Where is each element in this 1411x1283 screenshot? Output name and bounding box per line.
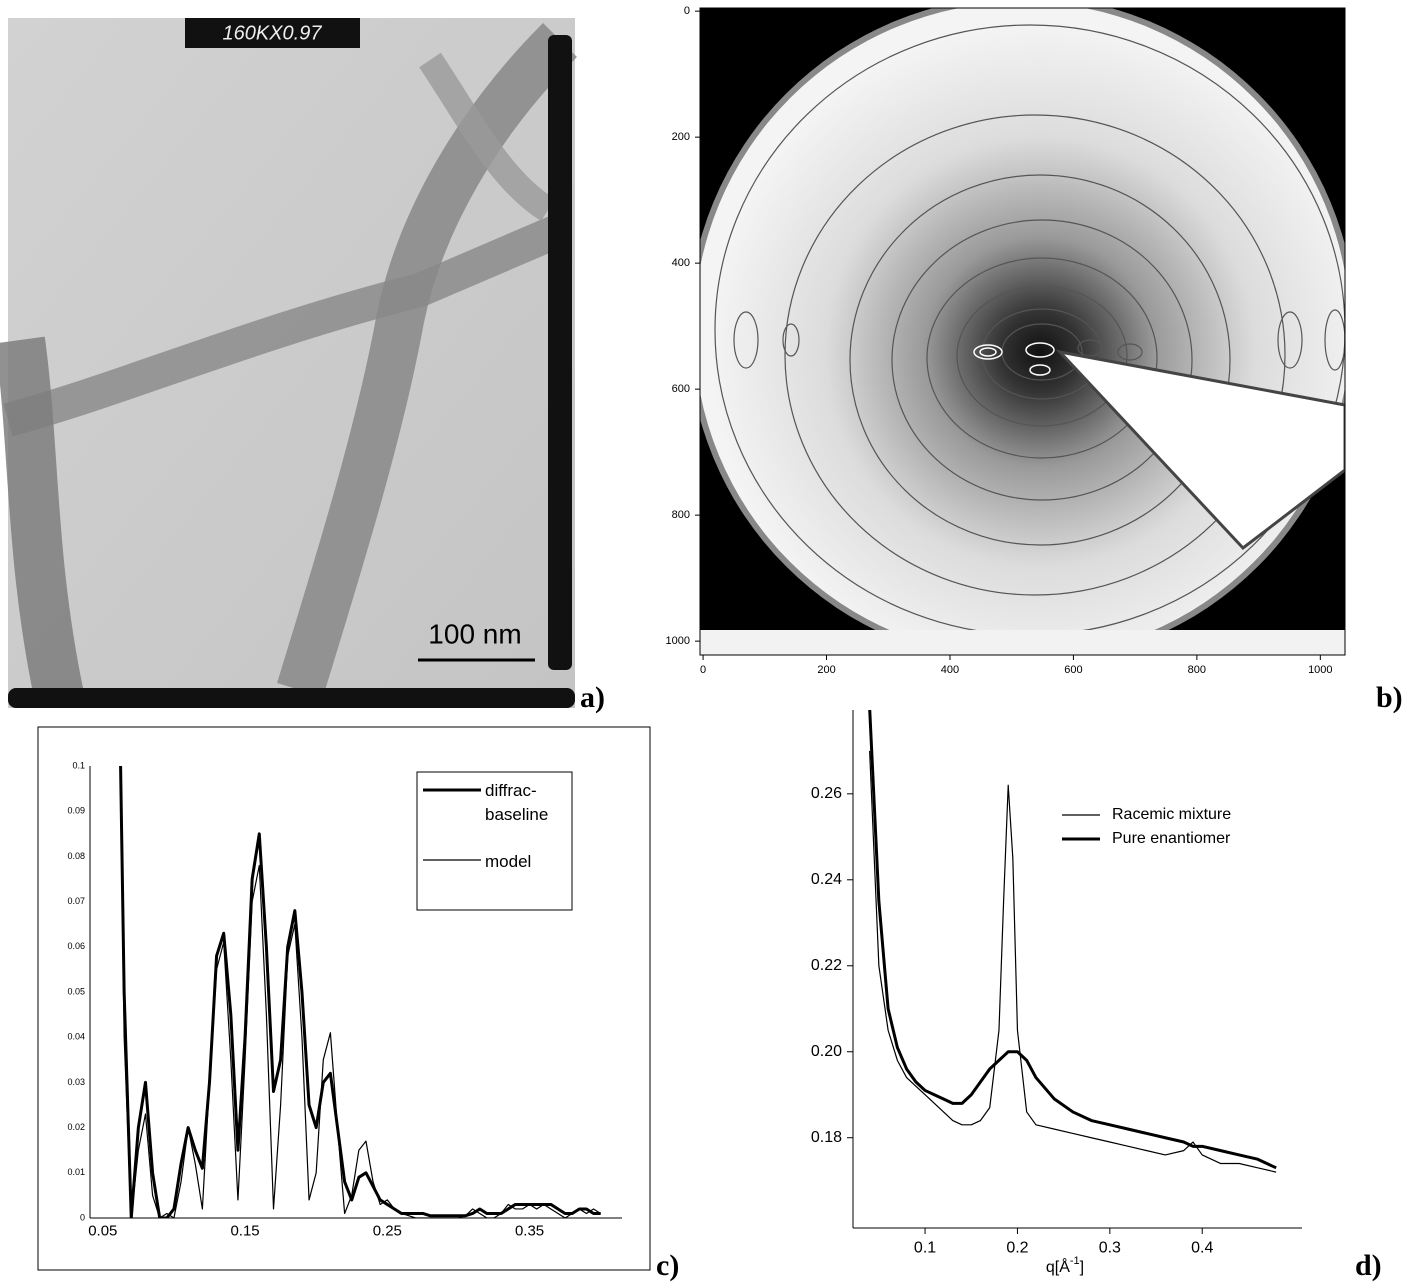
y-tick-label: 0.08 <box>67 851 85 861</box>
x-tick-label: 0.4 <box>1191 1240 1213 1257</box>
plot-area <box>119 766 601 1218</box>
y-tick-label: 0.03 <box>67 1077 85 1087</box>
x-tick-label: 200 <box>817 664 835 676</box>
y-tick-label: 0.09 <box>67 806 85 816</box>
x-tick-label: 0 <box>700 664 706 676</box>
y-tick-label: 0 <box>684 5 690 17</box>
y-tick-label: 0 <box>80 1212 85 1222</box>
y-tick-label: 200 <box>672 131 690 143</box>
y-tick-label: 0.02 <box>67 1122 85 1132</box>
legend-box <box>416 771 573 911</box>
x-tick-label: 0.2 <box>1006 1240 1028 1257</box>
panel-label: b) <box>1376 681 1403 714</box>
plot-area <box>868 710 1277 1173</box>
panel-label: d) <box>1355 1249 1382 1282</box>
scale-bar-label: 100 nm <box>428 618 521 649</box>
plot-frame <box>699 7 1346 656</box>
x-tick-label: 400 <box>941 664 959 676</box>
y-tick-label: 0.06 <box>67 941 85 951</box>
y-tick-label: 0.1 <box>72 760 85 770</box>
micrograph-label: 160KX0.97 <box>223 22 323 44</box>
y-tick-label: 0.20 <box>811 1043 842 1060</box>
panel-label: c) <box>656 1249 679 1282</box>
x-tick-label: 600 <box>1064 664 1082 676</box>
panel-frame <box>37 726 651 1271</box>
y-tick-label: 1000 <box>666 635 690 647</box>
y-tick-label: 0.07 <box>67 896 85 906</box>
y-tick-label: 600 <box>672 383 690 395</box>
data-line <box>869 750 1277 1173</box>
y-tick-label: 400 <box>672 257 690 269</box>
x-axis-label: q[Å-1] <box>1046 1255 1084 1276</box>
x-tick-label: 0.1 <box>914 1240 936 1257</box>
x-axis-label-sup: -1 <box>1070 1255 1080 1267</box>
y-tick-label: 0.05 <box>67 986 85 996</box>
y-tick-label: 0.01 <box>67 1167 85 1177</box>
x-tick-label: 0.05 <box>88 1222 117 1239</box>
y-tick-label: 0.18 <box>811 1129 842 1146</box>
legend-label: Pure enantiomer <box>1112 830 1231 847</box>
panel-label: a) <box>580 681 605 714</box>
x-tick-label: 0.35 <box>515 1222 544 1239</box>
y-tick-label: 0.22 <box>811 957 842 974</box>
x-tick-label: 800 <box>1188 664 1206 676</box>
legend-label: diffrac-baseline <box>485 781 549 824</box>
data-line <box>868 710 1277 1170</box>
x-tick-label: 0.15 <box>230 1222 259 1239</box>
data-line <box>119 766 601 1218</box>
x-axis-label-text: q[Å <box>1046 1257 1070 1276</box>
legend-label: model <box>485 852 532 871</box>
data-line <box>119 766 601 1218</box>
micrograph: 160KX0.97 100 nm <box>0 18 577 708</box>
y-tick-label: 0.26 <box>811 785 842 802</box>
x-tick-label: 0.25 <box>373 1222 402 1239</box>
y-tick-label: 0.04 <box>67 1032 85 1042</box>
y-tick-label: 0.24 <box>811 871 842 888</box>
legend-label: Racemic mixture <box>1112 806 1231 823</box>
y-tick-label: 800 <box>672 509 690 521</box>
x-axis-label-suffix: ] <box>1080 1259 1084 1276</box>
diffraction-image <box>700 8 1345 655</box>
x-tick-label: 0.3 <box>1099 1240 1121 1257</box>
x-tick-label: 1000 <box>1308 664 1332 676</box>
